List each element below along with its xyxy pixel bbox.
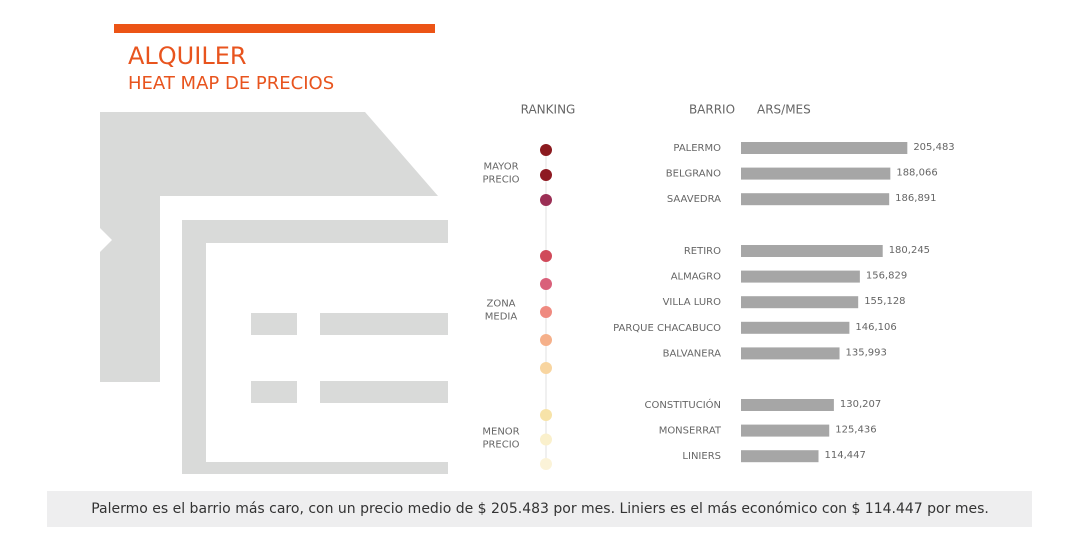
window (320, 313, 448, 335)
bar (741, 142, 908, 154)
value-label: 125,436 (835, 425, 876, 436)
rank-dot (540, 433, 552, 446)
rank-dot (540, 458, 552, 470)
category-label: PALERMO (673, 143, 721, 154)
category-label: BALVANERA (663, 348, 722, 359)
value-label: 180,245 (889, 245, 930, 256)
value-label: 135,993 (846, 347, 887, 358)
group-label: ZONA MEDIA (485, 299, 518, 323)
category-label: SAAVEDRA (667, 194, 721, 205)
bar (741, 450, 819, 463)
value-label: 156,829 (866, 271, 907, 282)
chart-subtitle: HEAT MAP DE PRECIOS (128, 73, 334, 94)
bar (741, 424, 830, 437)
category-label: RETIRO (684, 246, 721, 257)
rank-dot (540, 250, 552, 262)
bar (741, 399, 834, 411)
group-label: MENOR PRECIO (482, 427, 519, 451)
window (251, 381, 297, 403)
rank-dot (540, 409, 552, 421)
bar (741, 321, 850, 334)
value-label: 114,447 (825, 450, 866, 461)
footer-band (47, 491, 1032, 527)
category-label: BELGRANO (666, 169, 721, 180)
value-label: 155,128 (864, 296, 905, 307)
category-label: ALMAGRO (671, 272, 721, 283)
value-label: 130,207 (840, 399, 881, 410)
group-label: MAYOR PRECIO (482, 162, 519, 186)
rank-dot (540, 144, 552, 156)
value-label: 186,891 (895, 193, 936, 204)
rank-dot (540, 334, 552, 346)
value-label: 205,483 (913, 142, 954, 153)
column-header: RANKING (521, 103, 576, 117)
window (251, 313, 297, 335)
rank-dot (540, 194, 552, 206)
value-label: 146,106 (855, 322, 896, 333)
rank-dot (540, 278, 552, 290)
bar (741, 347, 840, 360)
window (320, 381, 448, 403)
category-label: MONSERRAT (659, 426, 722, 437)
footer-text: Palermo es el barrio más caro, con un pr… (91, 501, 989, 517)
value-label: 188,066 (896, 168, 937, 179)
rank-dot (540, 306, 552, 318)
bar (741, 245, 883, 257)
building-shape (100, 112, 438, 382)
column-header: ARS/MES (757, 103, 811, 117)
category-label: CONSTITUCIÓN (645, 398, 721, 411)
bar (741, 167, 891, 180)
rank-dot (540, 169, 552, 181)
bar (741, 193, 890, 206)
bar (741, 270, 860, 283)
bar (741, 296, 859, 309)
category-label: PARQUE CHACABUCO (613, 323, 721, 334)
column-header: BARRIO (689, 103, 735, 117)
building-interior (206, 243, 448, 462)
title-rule (114, 24, 435, 33)
chart-title: ALQUILER (128, 42, 247, 70)
rank-dot (540, 362, 552, 374)
category-label: VILLA LURO (663, 297, 722, 308)
category-label: LINIERS (682, 451, 721, 462)
